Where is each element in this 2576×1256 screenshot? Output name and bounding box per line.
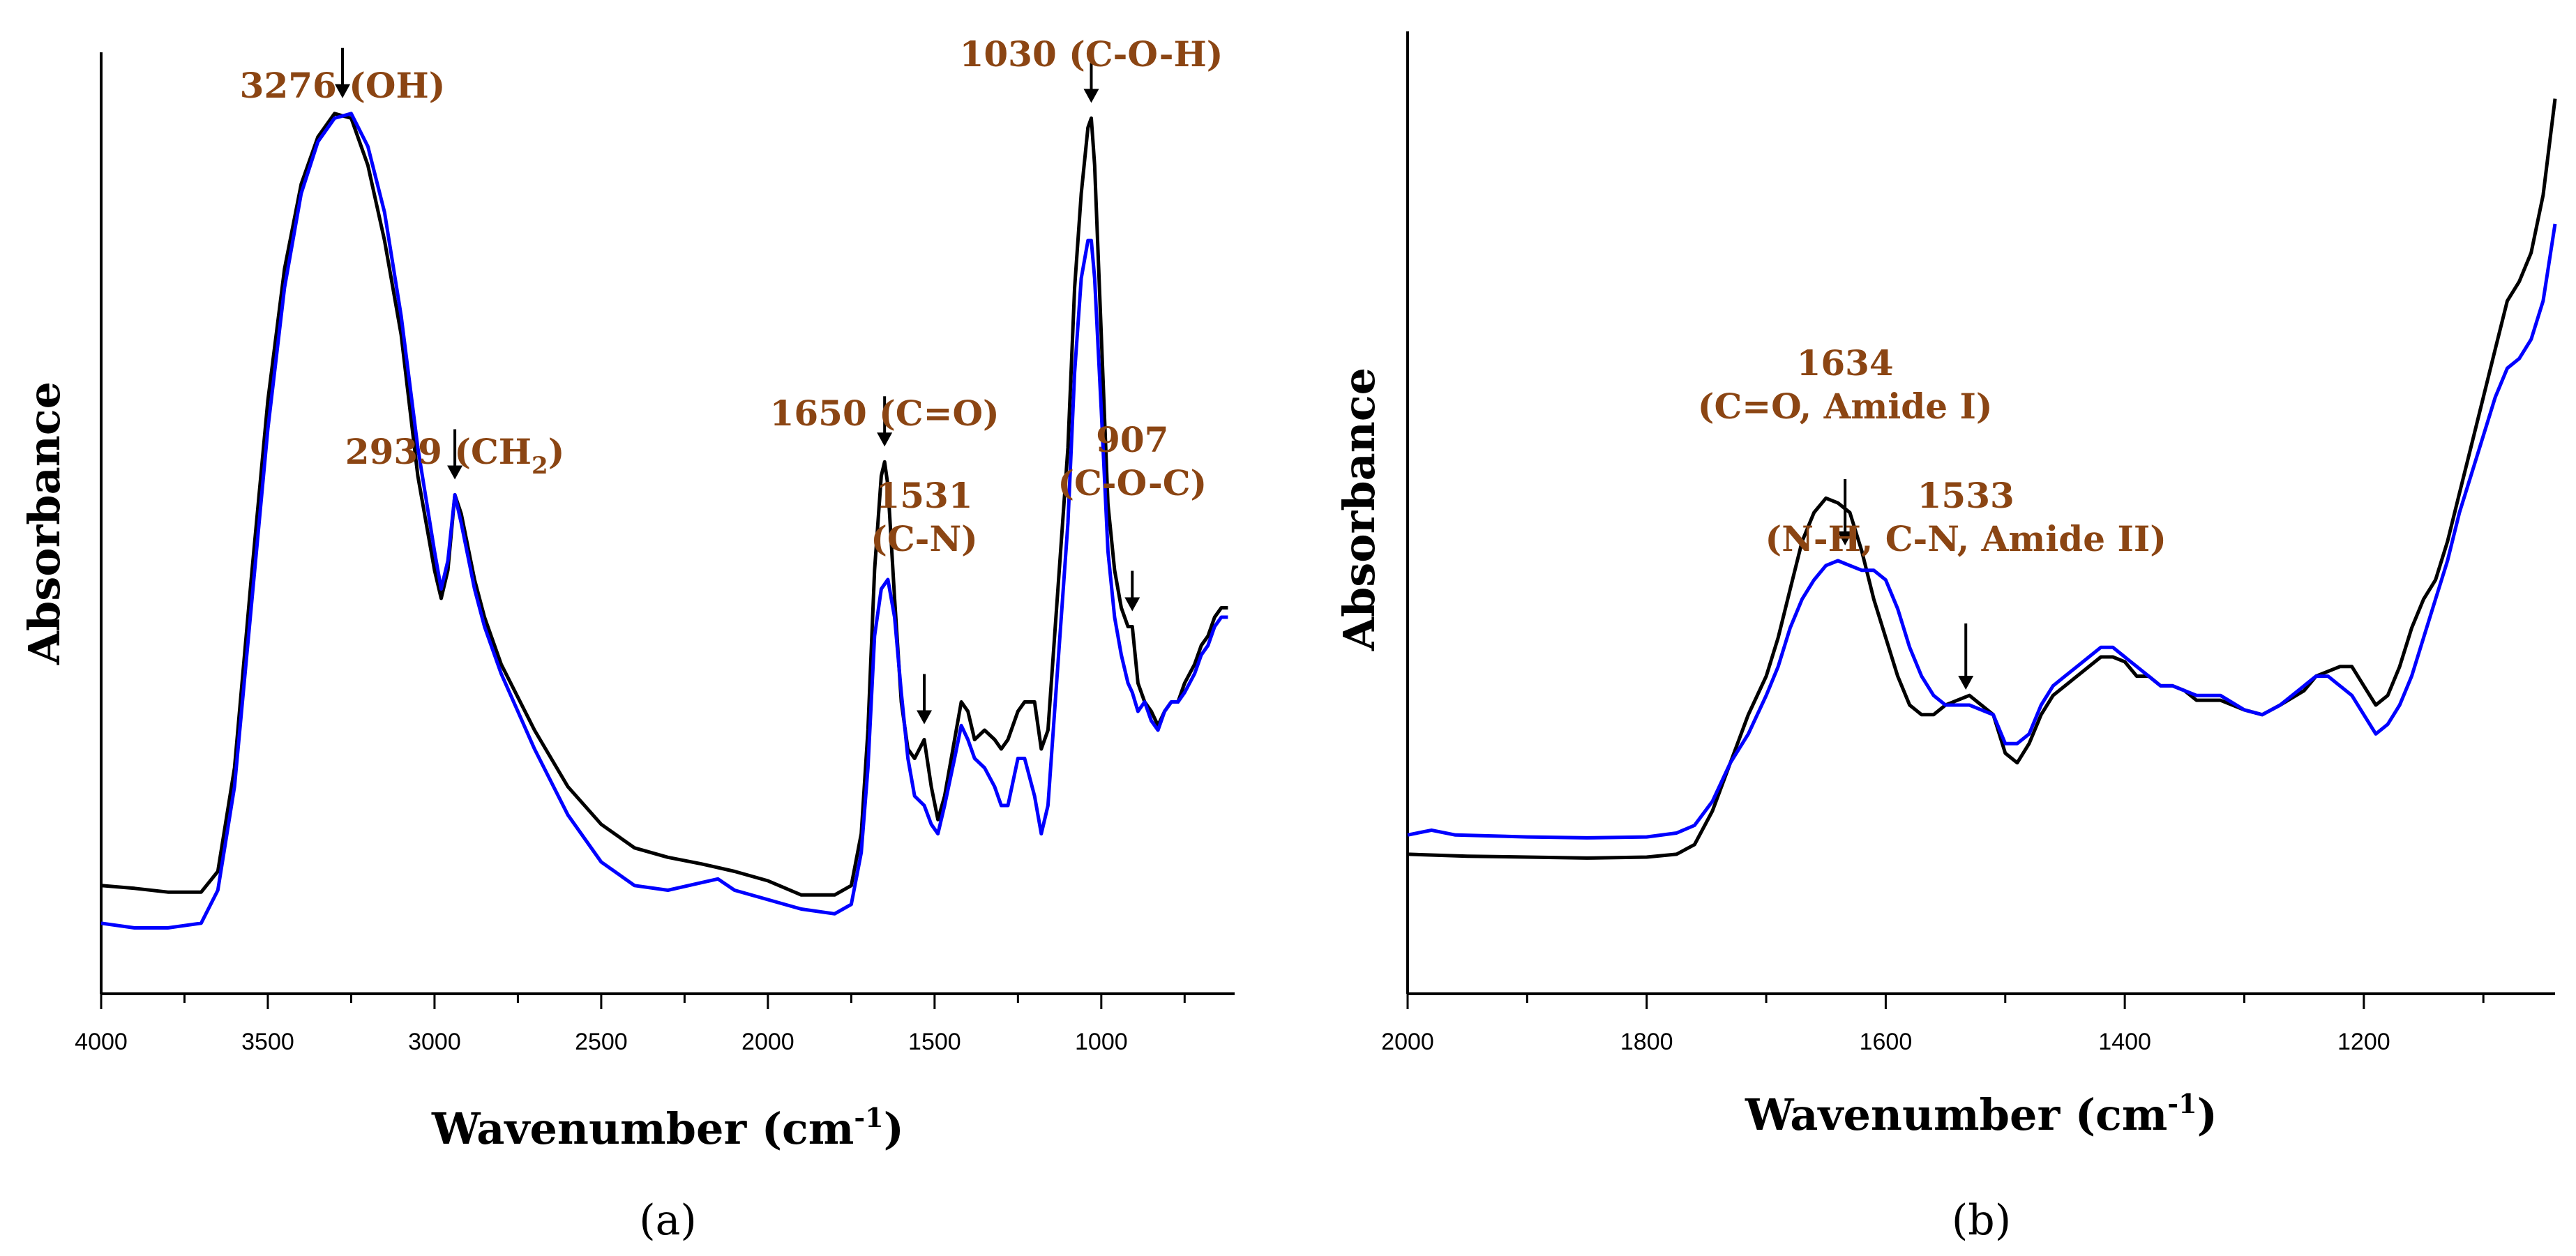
x-tick-label: 1400 — [2098, 1029, 2151, 1055]
annotation-arrowhead — [1124, 597, 1140, 612]
x-axis-title: Wavenumber (cm-1) — [431, 1102, 904, 1154]
annotation-label: 2939 (CH2) — [345, 431, 565, 480]
panel-label: (a) — [639, 1196, 697, 1245]
x-tick-label: 2500 — [575, 1029, 628, 1055]
panel-b: 2000 1800 1600 1400 1200 1634(C=O, Amide I) 15… — [1334, 31, 2557, 1245]
annotation-label: (N-H, C-N, Amide II) — [1765, 518, 2167, 559]
annotation-arrowhead — [447, 465, 463, 480]
y-axis-title: Absorbance — [1334, 368, 1385, 651]
series-line-blue — [1407, 223, 2557, 840]
panel-a: 4000 3500 3000 2500 2000 1500 1000 3276 (OH) 293… — [19, 33, 1235, 1245]
annotation-label: (C=O, Amide I) — [1698, 386, 1993, 427]
x-tick-label: 2000 — [741, 1029, 794, 1055]
series-line-black — [100, 112, 1228, 897]
annotation-arrowhead — [1958, 676, 1974, 690]
x-tick-label: 1800 — [1620, 1029, 1673, 1055]
x-tick-label: 1000 — [1075, 1029, 1128, 1055]
x-tick-label: 1200 — [2337, 1029, 2390, 1055]
annotation-label: 907 — [1096, 419, 1168, 460]
annotation-label: 1533 — [1918, 475, 2014, 516]
annotation-label: (C-N) — [871, 518, 978, 559]
annotation-arrowhead — [335, 84, 351, 98]
annotation-label: 1030 (C-O-H) — [960, 33, 1223, 75]
annotation-arrowhead — [917, 710, 933, 725]
annotation-label: 1650 (C=O) — [770, 393, 1000, 434]
y-axis-title: Absorbance — [19, 381, 70, 665]
x-axis-title: Wavenumber (cm-1) — [1745, 1088, 2217, 1140]
annotation-arrowhead — [1837, 531, 1853, 545]
annotation-arrowhead — [1083, 89, 1099, 103]
annotation-label: 1531 — [875, 475, 972, 516]
x-tick-label: 1500 — [908, 1029, 961, 1055]
series-line-blue — [100, 112, 1228, 930]
x-tick-label: 3500 — [241, 1029, 294, 1055]
annotation-label: (C-O-C) — [1057, 462, 1207, 504]
x-tick-label: 1600 — [1860, 1029, 1913, 1055]
panel-label: (b) — [1952, 1196, 2011, 1245]
x-tick-label: 2000 — [1381, 1029, 1434, 1055]
series-line-black — [1407, 98, 2557, 860]
annotation-arrowhead — [877, 432, 893, 447]
x-tick-label: 3000 — [408, 1029, 461, 1055]
annotation-label: 3276 (OH) — [240, 65, 446, 106]
x-tick-label: 4000 — [75, 1029, 128, 1055]
annotation-label: 1634 — [1797, 342, 1894, 384]
